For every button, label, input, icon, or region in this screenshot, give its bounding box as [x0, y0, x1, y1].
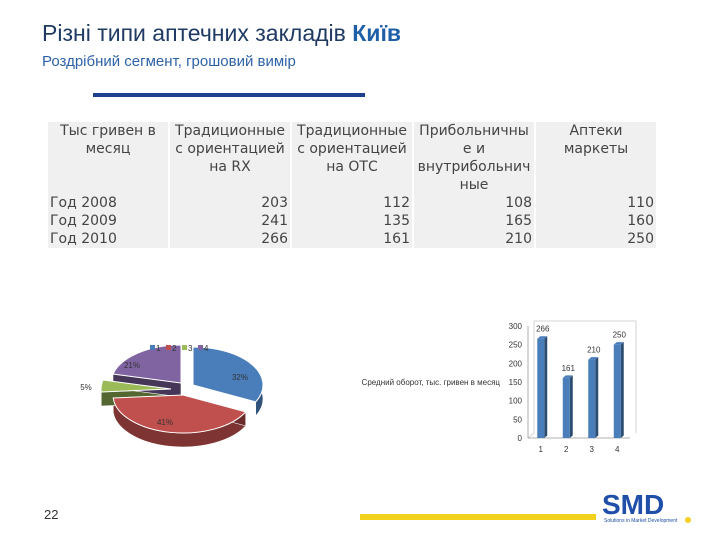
pie-slice — [100, 379, 172, 393]
table-column-header: Аптеки маркеты — [535, 122, 658, 194]
table-cell: 165 — [413, 212, 536, 230]
pie-slice — [192, 346, 264, 403]
bar-side — [620, 342, 624, 438]
y-tick-label: 300 — [509, 322, 523, 331]
data-table: Тыс гривен в месяц Традиционные с ориент… — [48, 122, 658, 248]
pie-data-label: 41% — [157, 418, 173, 427]
table-corner-label: Тыс гривен в месяц — [60, 123, 156, 157]
x-tick-label: 3 — [590, 445, 595, 454]
y-tick-label: 0 — [518, 434, 523, 443]
bar-data-label: 161 — [562, 364, 576, 373]
page-subtitle: Роздрібний сегмент, грошовий вимір — [42, 53, 296, 70]
bar-data-label: 250 — [613, 331, 627, 340]
title-main: Різні типи аптечних закладів — [42, 20, 346, 46]
table-column-header: Прибольничны е и внутрибольнич ные — [413, 122, 536, 194]
bar-data-label: 266 — [536, 325, 550, 334]
y-tick-label: 250 — [509, 341, 523, 350]
legend-label: 1 — [156, 344, 161, 353]
table-column-header: Традиционные с ориентацией на RX — [169, 122, 292, 194]
table-cell: 241 — [169, 212, 292, 230]
logo-dot — [685, 517, 691, 523]
legend-label: 3 — [188, 344, 193, 353]
table-cell: 108 — [413, 194, 536, 212]
table-cell: 112 — [291, 194, 414, 212]
y-axis-title: Средний оборот, тыс. гривен в месяц — [362, 378, 501, 387]
legend-swatch — [166, 345, 171, 350]
logo-text: SMD — [602, 489, 664, 520]
bar-side — [544, 336, 548, 438]
row-label: Год 2009 — [48, 212, 170, 230]
row-label: Год 2008 — [48, 194, 170, 212]
column-header-label: Традиционные с ориентацией на RX — [175, 123, 285, 175]
bar — [613, 344, 621, 438]
column-header-label: Аптеки маркеты — [563, 123, 629, 157]
legend-label: 2 — [172, 344, 177, 353]
table-corner-cell: Тыс гривен в месяц — [48, 122, 170, 194]
bar-chart: 0 50 100 150 200 250 300 Средний оборот, тыс. г… — [362, 320, 637, 454]
bar — [537, 338, 545, 438]
y-tick-label: 150 — [509, 378, 523, 387]
table-column-header: Традиционные с ориентацией на ОТС — [291, 122, 414, 194]
footer-rule — [360, 514, 596, 520]
x-tick-label: 4 — [615, 445, 620, 454]
table-cell: 266 — [169, 230, 292, 248]
table-cell: 135 — [291, 212, 414, 230]
table-cell: 110 — [535, 194, 658, 212]
column-header-label: Прибольничны е и внутрибольнич ные — [417, 123, 531, 193]
y-tick-label: 50 — [513, 415, 522, 424]
bar-top — [562, 375, 573, 378]
legend-label: 4 — [204, 344, 209, 353]
bar-top — [613, 342, 624, 345]
table-row: Год 2008 203 112 108 110 — [48, 194, 658, 212]
legend-swatch — [182, 345, 187, 350]
page-title: Різні типи аптечних закладів Київ — [42, 20, 401, 47]
bar — [588, 359, 596, 438]
logo-tagline: Solutions in Market Development — [604, 518, 678, 524]
table-cell: 160 — [535, 212, 658, 230]
pie-slice — [112, 394, 247, 434]
table-cell: 210 — [413, 230, 536, 248]
pie-chart: 32% 41% 5% 21% 1 2 3 4 — [80, 344, 264, 448]
legend-swatch — [150, 345, 155, 350]
table-row: Год 2009 241 135 165 160 — [48, 212, 658, 230]
column-header-label: Традиционные с ориентацией на ОТС — [297, 123, 407, 175]
title-city: Київ — [352, 20, 402, 46]
bar-top — [537, 336, 548, 339]
pie-data-label: 5% — [80, 383, 92, 392]
x-tick-label: 1 — [539, 445, 544, 454]
table-header-row: Тыс гривен в месяц Традиционные с ориент… — [48, 122, 658, 194]
y-tick-label: 100 — [509, 397, 523, 406]
bar — [562, 377, 570, 438]
pie-data-label: 21% — [124, 361, 140, 370]
chart-back-wall — [527, 320, 637, 439]
table-cell: 203 — [169, 194, 292, 212]
smd-logo: SMD Solutions in Market Development — [602, 489, 691, 524]
table-cell: 250 — [535, 230, 658, 248]
bar-side — [595, 357, 599, 438]
legend-swatch — [198, 345, 203, 350]
y-tick-label: 200 — [509, 359, 523, 368]
pie-data-label: 32% — [232, 373, 248, 382]
x-tick-label: 2 — [564, 445, 569, 454]
title-underline — [93, 93, 365, 97]
bar-top — [588, 357, 599, 360]
bar-side — [569, 375, 573, 438]
row-label: Год 2010 — [48, 230, 170, 248]
page-number: 22 — [44, 507, 59, 522]
table-cell: 161 — [291, 230, 414, 248]
bar-data-label: 210 — [587, 346, 601, 355]
table-row: Год 2010 266 161 210 250 — [48, 230, 658, 248]
pie-slice — [112, 344, 182, 384]
